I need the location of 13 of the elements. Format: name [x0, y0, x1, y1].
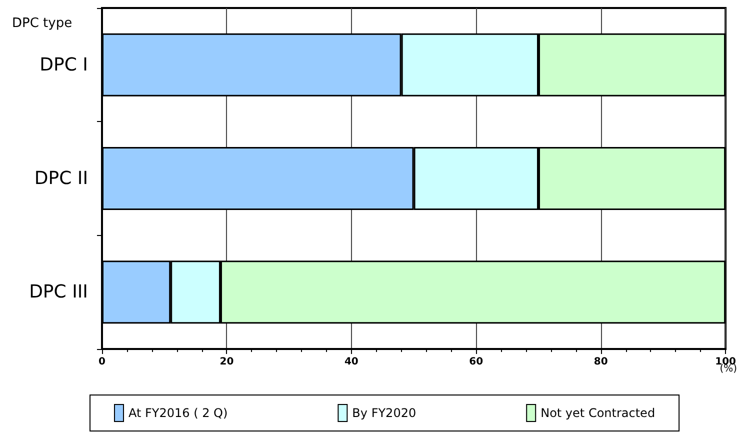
- legend-label: By FY2020: [352, 406, 416, 420]
- x-tick-label: 0: [98, 356, 106, 368]
- x-tick-label: 20: [220, 356, 234, 368]
- x-tick-label: 60: [469, 356, 484, 368]
- y-tick-label: DPC I: [40, 54, 88, 76]
- x-tick-label: 40: [344, 356, 358, 368]
- x-tick-label: 80: [594, 356, 608, 368]
- legend-label: Not yet Contracted: [540, 406, 656, 420]
- y-axis-title: DPC type: [12, 16, 72, 31]
- legend-label: At FY2016 ( 2 Q): [128, 406, 228, 420]
- y-tick-label: DPC II: [34, 168, 88, 189]
- x-axis-title: (%): [720, 364, 738, 374]
- y-tick-label: DPC III: [29, 282, 88, 303]
